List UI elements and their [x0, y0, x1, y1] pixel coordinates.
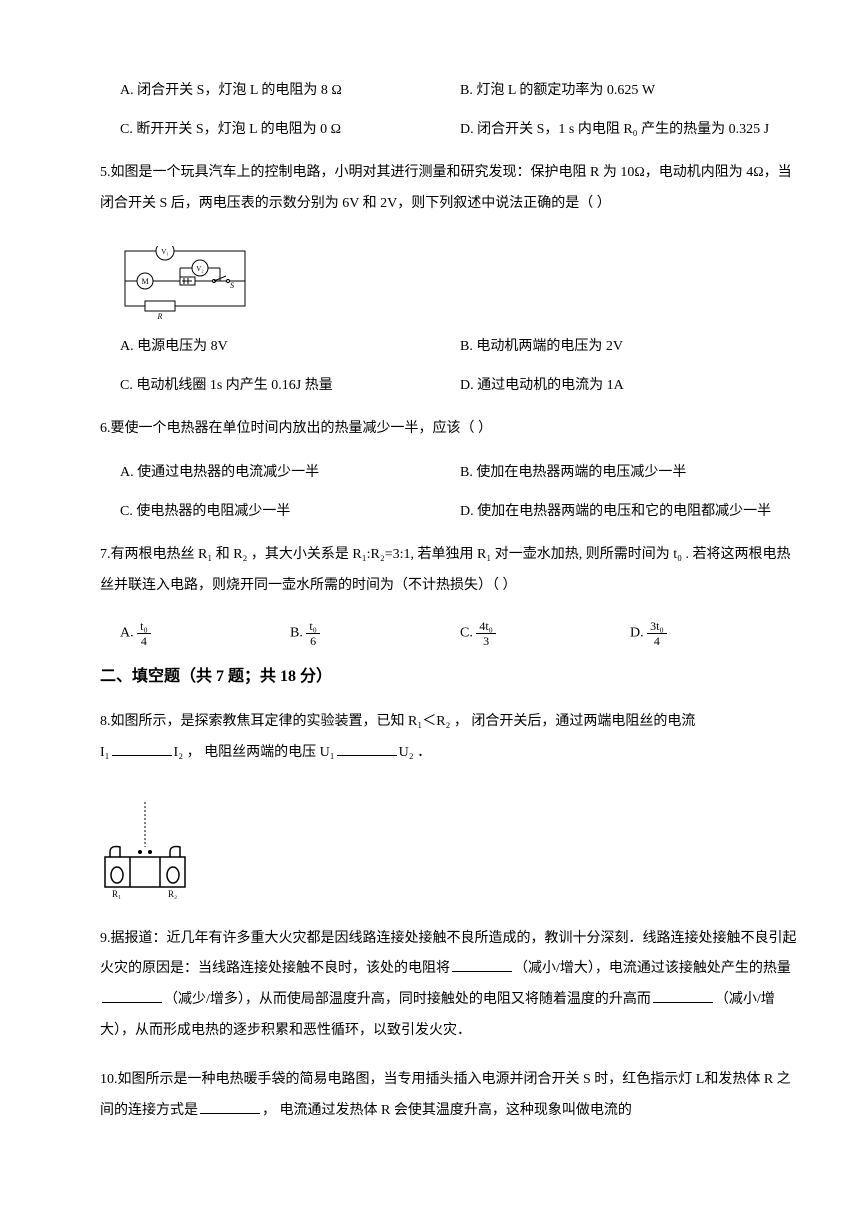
option-d: D. 通过电动机的电流为 1A: [460, 375, 800, 396]
q5-options-row1: A. 电源电压为 8V B. 电动机两端的电压为 2V: [100, 336, 800, 357]
option-b: B. 电动机两端的电压为 2V: [460, 336, 800, 357]
resistor-label: R: [157, 312, 163, 321]
experiment-diagram-q8: R₁ R₂: [100, 797, 210, 907]
v2-label: V₂: [196, 265, 204, 273]
option-b: B. t₀6: [290, 620, 460, 647]
q8-post: U₂ ．: [399, 745, 432, 760]
q6-options-row1: A. 使通过电热器的电流减少一半 B. 使加在电热器两端的电压减少一半: [100, 462, 800, 483]
option-c: C. 使电热器的电阻减少一半: [120, 501, 460, 522]
switch-label: S: [230, 281, 234, 290]
q6-options-row2: C. 使电热器的电阻减少一半 D. 使加在电热器两端的电压和它的电阻都减少一半: [100, 501, 800, 522]
q7-stem: 7.有两根电热丝 R₁ 和 R₂ ，其大小关系是 R₁:R₂=3:1, 若单独用…: [100, 540, 800, 602]
q9: 9.据报道：近几年有许多重大火灾都是因线路连接处接触不良所造成的，教训十分深刻．…: [100, 924, 800, 1047]
option-d: D. 闭合开关 S，1 s 内电阻 R₀ 产生的热量为 0.325 J: [460, 119, 800, 140]
r2-label: R₂: [168, 889, 177, 899]
q9-part2: （减小/增大），电流通过该接触处产生的热量: [514, 961, 791, 976]
option-a: A. 电源电压为 8V: [120, 336, 460, 357]
option-b: B. 使加在电热器两端的电压减少一半: [460, 462, 800, 483]
q10-part2: ， 电流通过发热体 R 会使其温度升高，这种现象叫做电流的: [262, 1103, 632, 1118]
option-d: D. 3t₀4: [630, 620, 800, 647]
q8-i1: I₁: [100, 745, 110, 760]
q8-mid: I₂ ， 电阻丝两端的电压 U₁: [174, 745, 335, 760]
option-c: C. 断开开关 S，灯泡 L 的电阻为 0 Ω: [120, 119, 460, 140]
blank-input[interactable]: [452, 958, 512, 972]
option-d: D. 使加在电热器两端的电压和它的电阻都减少一半: [460, 501, 800, 522]
q6-stem: 6.要使一个电热器在单位时间内放出的热量减少一半，应该（ ）: [100, 414, 800, 445]
r1-label: R₁: [112, 889, 121, 899]
option-c: C. 4t₀3: [460, 620, 630, 647]
blank-input[interactable]: [112, 742, 172, 756]
motor-label: M: [141, 277, 148, 286]
circuit-diagram-q5: V₁ V₂ M S R: [120, 246, 250, 321]
blank-input[interactable]: [200, 1100, 260, 1114]
blank-input[interactable]: [102, 989, 162, 1003]
q5-stem: 5.如图是一个玩具汽车上的控制电路，小明对其进行测量和研究发现：保护电阻 R 为…: [100, 158, 800, 220]
q4-options-row2: C. 断开开关 S，灯泡 L 的电阻为 0 Ω D. 闭合开关 S，1 s 内电…: [100, 119, 800, 140]
q8-part1: 8.如图所示，是探索教焦耳定律的实验装置，已知 R₁＜R₂ ， 闭合开关后，通过…: [100, 714, 695, 729]
q5-options-row2: C. 电动机线圈 1s 内产生 0.16J 热量 D. 通过电动机的电流为 1A: [100, 375, 800, 396]
v1-label: V₁: [161, 248, 169, 256]
option-a: A. t₀4: [120, 620, 290, 647]
q8: 8.如图所示，是探索教焦耳定律的实验装置，已知 R₁＜R₂ ， 闭合开关后，通过…: [100, 707, 800, 769]
blank-input[interactable]: [337, 742, 397, 756]
q10: 10.如图所示是一种电热暖手袋的简易电路图，当专用插头插入电源并闭合开关 S 时…: [100, 1065, 800, 1127]
option-a: A. 闭合开关 S，灯泡 L 的电阻为 8 Ω: [120, 80, 460, 101]
section-2-header: 二、填空题（共 7 题；共 18 分）: [100, 665, 800, 689]
q9-part3: （减少/增多），从而使局部温度升高，同时接触处的电阻又将随着温度的升高而: [164, 992, 651, 1007]
q7-options: A. t₀4 B. t₀6 C. 4t₀3 D. 3t₀4: [100, 620, 800, 647]
option-b: B. 灯泡 L 的额定功率为 0.625 W: [460, 80, 800, 101]
option-a: A. 使通过电热器的电流减少一半: [120, 462, 460, 483]
option-c: C. 电动机线圈 1s 内产生 0.16J 热量: [120, 375, 460, 396]
q4-options-row1: A. 闭合开关 S，灯泡 L 的电阻为 8 Ω B. 灯泡 L 的额定功率为 0…: [100, 80, 800, 101]
blank-input[interactable]: [653, 989, 713, 1003]
